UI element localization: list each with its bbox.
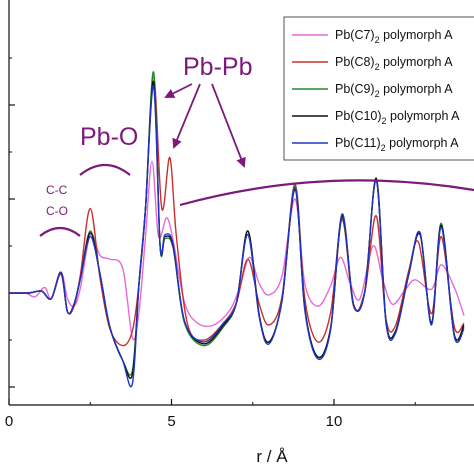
series-line-pbc11 — [9, 85, 465, 388]
annotations: C-C C-O Pb-O Pb-Pb — [39, 53, 474, 237]
legend-label-4: Pb(C11)2 polymorph A — [335, 136, 459, 153]
x-ticks: 0 5 10 — [5, 399, 416, 430]
cc-co-bracket — [39, 226, 81, 237]
pbo-annotation: Pb-O — [80, 123, 138, 151]
x-axis-title: r / Å — [256, 447, 288, 466]
axes — [8, 0, 474, 406]
series-group — [9, 71, 465, 388]
pbo-bracket — [79, 163, 131, 176]
legend-label-3: Pb(C10)2 polymorph A — [335, 109, 460, 126]
legend: Pb(C7)2 polymorph A Pb(C8)2 polymorph A Pb… — [283, 16, 474, 161]
y-ticks — [9, 57, 15, 388]
x-tick-label-0: 0 — [5, 413, 13, 430]
pbpb-long-range-bracket — [179, 179, 474, 207]
series-line-pbc7 — [9, 160, 465, 341]
pbpb-arrow-3 — [211, 83, 246, 168]
co-annotation: C-O — [46, 204, 68, 218]
x-tick-label-2: 10 — [326, 413, 343, 430]
x-tick-label-1: 5 — [167, 413, 175, 430]
legend-label-0: Pb(C7)2 polymorph A — [335, 28, 453, 45]
pbpb-arrow-2 — [172, 83, 201, 149]
legend-items: Pb(C7)2 polymorph A Pb(C8)2 polymorph A Pb… — [292, 28, 460, 153]
pbpb-arrow-1 — [164, 83, 193, 98]
cc-annotation: C-C — [46, 183, 68, 197]
pbpb-annotation: Pb-Pb — [183, 53, 252, 81]
legend-label-2: Pb(C9)2 polymorph A — [335, 82, 453, 99]
legend-label-1: Pb(C8)2 polymorph A — [335, 55, 453, 72]
